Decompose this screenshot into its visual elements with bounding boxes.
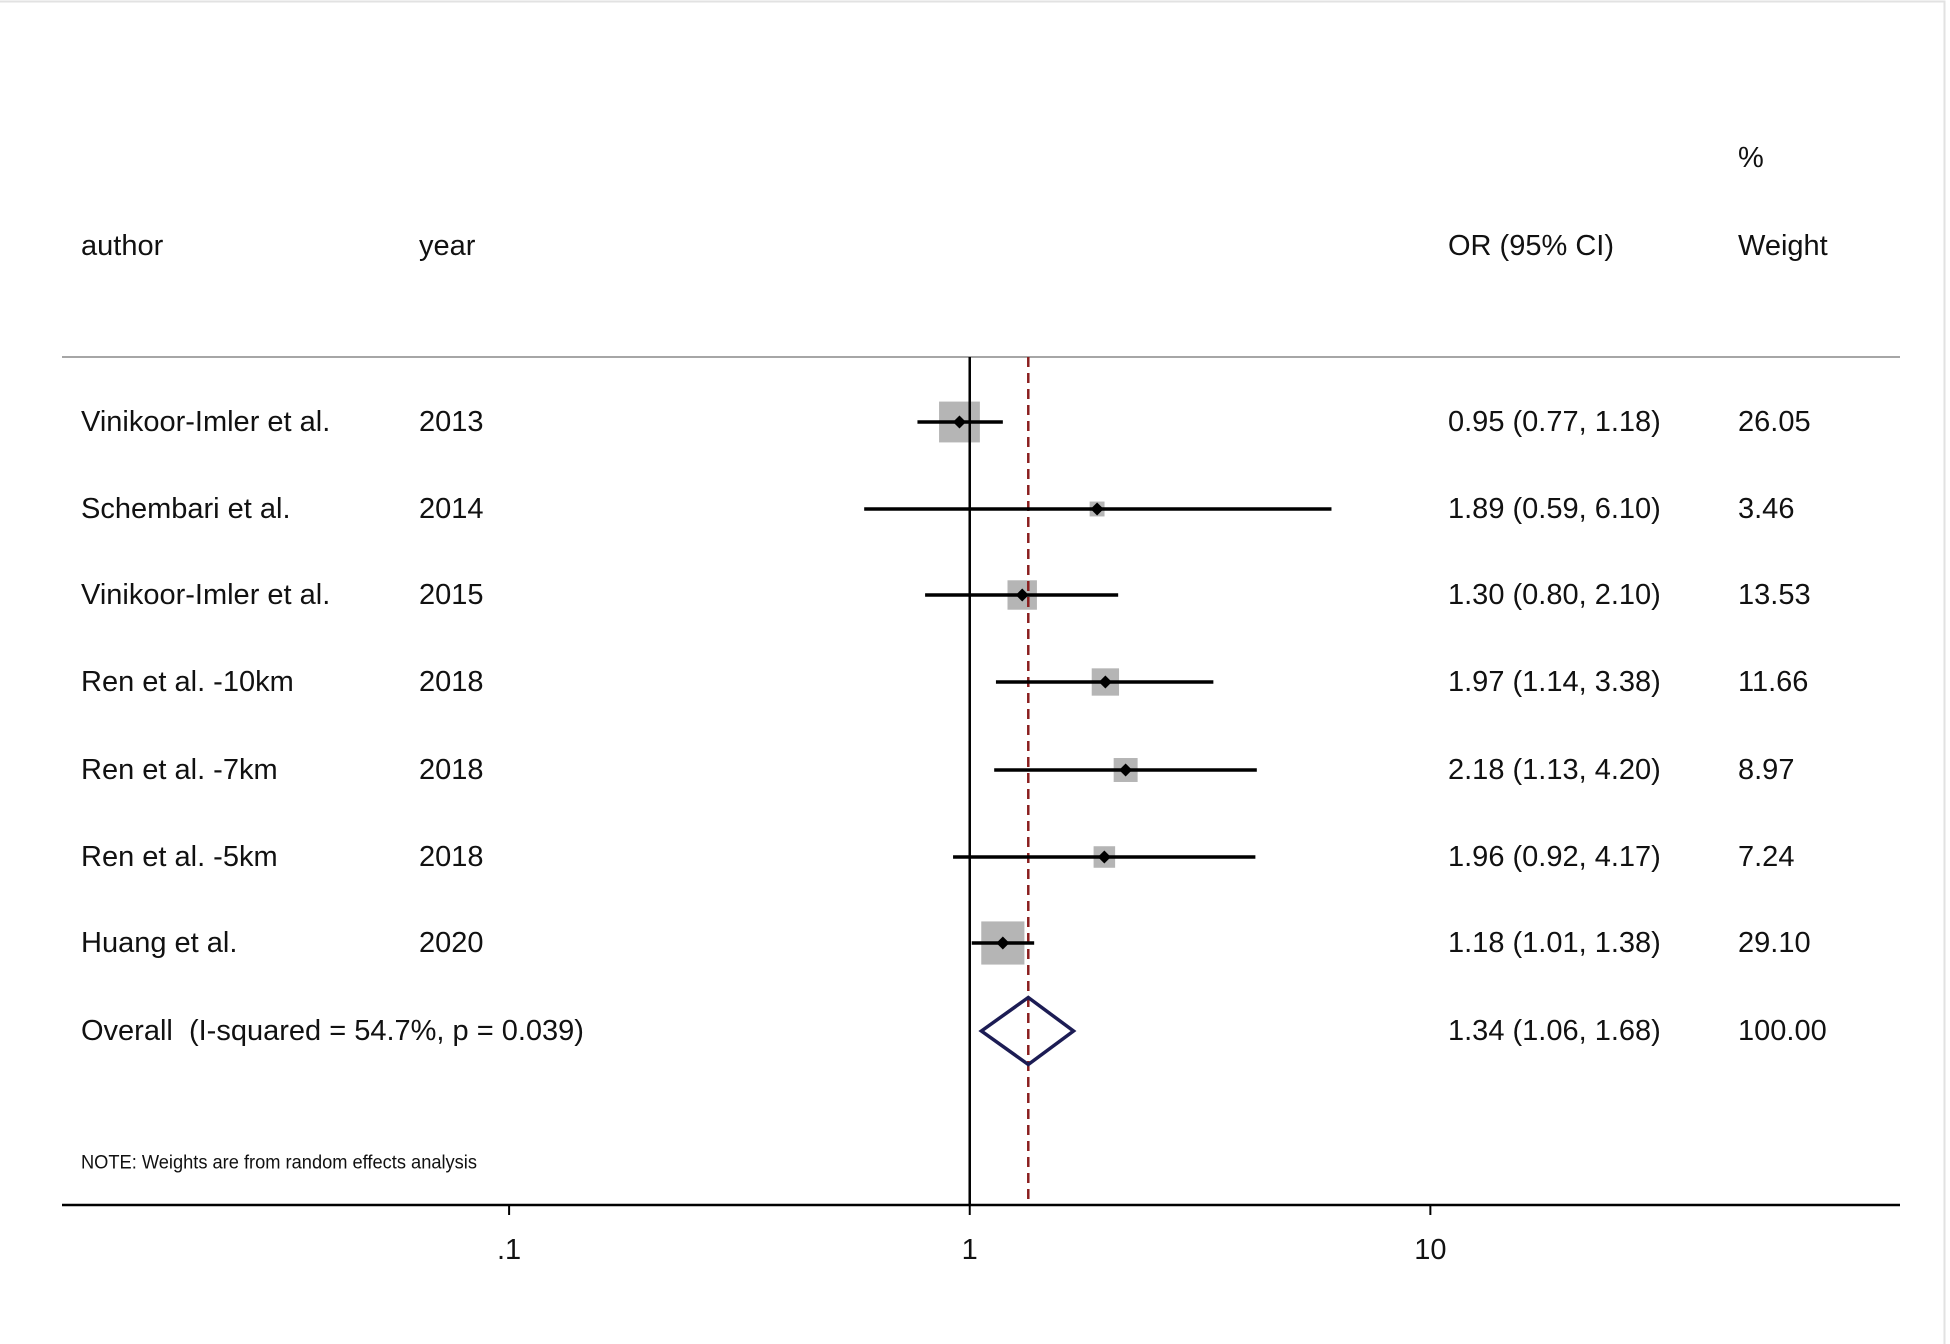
header-author: author <box>81 230 164 262</box>
study-or-ci: 1.18 (1.01, 1.38) <box>1448 927 1661 959</box>
header-year: year <box>419 230 476 262</box>
study-row: Vinikoor-Imler et al. 2015 1.30 (0.80, 2… <box>81 579 1811 611</box>
overall-weight: 100.00 <box>1738 1015 1827 1047</box>
header-weight: Weight <box>1738 230 1828 262</box>
x-tick-label: 10 <box>1414 1234 1446 1266</box>
study-row: Schembari et al. 2014 1.89 (0.59, 6.10) … <box>81 493 1794 525</box>
study-year: 2015 <box>419 579 484 611</box>
study-row: Ren et al. -10km 2018 1.97 (1.14, 3.38) … <box>81 666 1808 698</box>
point-estimate <box>1119 763 1133 777</box>
study-or-ci: 2.18 (1.13, 4.20) <box>1448 754 1661 786</box>
point-estimate <box>996 936 1010 950</box>
study-or-ci: 1.96 (0.92, 4.17) <box>1448 841 1661 873</box>
header-or-ci: OR (95% CI) <box>1448 230 1614 262</box>
header-weight-percent: % <box>1738 142 1764 174</box>
study-weight: 26.05 <box>1738 406 1811 438</box>
study-author: Schembari et al. <box>81 493 291 525</box>
study-or-ci: 1.30 (0.80, 2.10) <box>1448 579 1661 611</box>
study-row: Ren et al. -7km 2018 2.18 (1.13, 4.20) 8… <box>81 754 1794 786</box>
overall-label: Overall (I-squared = 54.7%, p = 0.039) <box>81 1015 584 1047</box>
study-year: 2014 <box>419 493 484 525</box>
study-year: 2018 <box>419 841 484 873</box>
study-weight: 11.66 <box>1738 666 1808 698</box>
study-weight: 3.46 <box>1738 493 1794 525</box>
study-row: Vinikoor-Imler et al. 2013 0.95 (0.77, 1… <box>81 406 1811 438</box>
study-year: 2018 <box>419 666 484 698</box>
study-weight: 29.10 <box>1738 927 1811 959</box>
point-estimate <box>1015 588 1029 602</box>
study-year: 2018 <box>419 754 484 786</box>
study-year: 2020 <box>419 927 484 959</box>
x-tick-label: .1 <box>497 1234 521 1266</box>
study-author: Huang et al. <box>81 927 237 959</box>
study-author: Ren et al. -5km <box>81 841 278 873</box>
point-estimate <box>952 415 966 429</box>
point-estimate <box>1098 675 1112 689</box>
point-estimate <box>1097 850 1111 864</box>
overall-or-ci: 1.34 (1.06, 1.68) <box>1448 1015 1661 1047</box>
study-author: Ren et al. -7km <box>81 754 278 786</box>
overall-diamond <box>978 995 1077 1067</box>
study-weight: 7.24 <box>1738 841 1794 873</box>
overall-row: Overall (I-squared = 54.7%, p = 0.039) 1… <box>81 1015 1827 1047</box>
study-weight: 8.97 <box>1738 754 1794 786</box>
point-estimate <box>1090 502 1104 516</box>
study-author: Ren et al. -10km <box>81 666 294 698</box>
x-tick-label: 1 <box>962 1234 978 1266</box>
footnote: NOTE: Weights are from random effects an… <box>81 1153 477 1174</box>
study-row: Ren et al. -5km 2018 1.96 (0.92, 4.17) 7… <box>81 841 1794 873</box>
study-year: 2013 <box>419 406 484 438</box>
study-or-ci: 1.89 (0.59, 6.10) <box>1448 493 1661 525</box>
study-or-ci: 1.97 (1.14, 3.38) <box>1448 666 1661 698</box>
study-row: Huang et al. 2020 1.18 (1.01, 1.38) 29.1… <box>81 927 1811 959</box>
study-weight: 13.53 <box>1738 579 1811 611</box>
plot-marks <box>508 357 1432 1215</box>
study-author: Vinikoor-Imler et al. <box>81 579 330 611</box>
study-or-ci: 0.95 (0.77, 1.18) <box>1448 406 1661 438</box>
study-author: Vinikoor-Imler et al. <box>81 406 330 438</box>
table-text: % author year OR (95% CI) Weight Vinikoo… <box>81 142 1828 1266</box>
